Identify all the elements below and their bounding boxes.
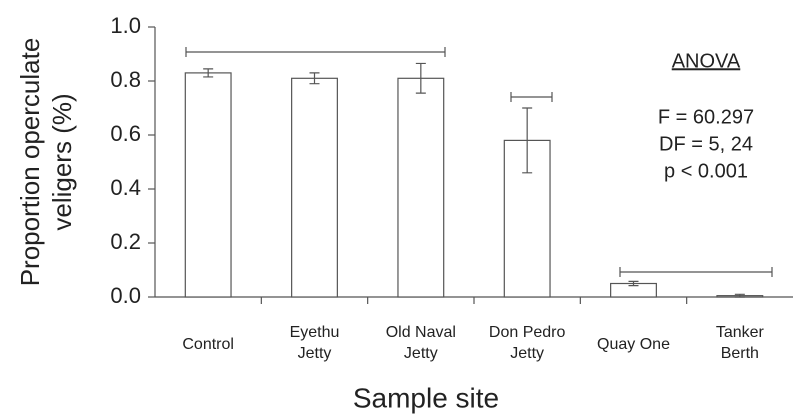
y-tick-label: 0.2	[110, 229, 141, 254]
y-tick-label: 0.8	[110, 67, 141, 92]
bracket	[619, 267, 773, 277]
x-tick-label: Old Naval	[386, 324, 456, 341]
bracket	[510, 92, 553, 102]
x-tick-label: Tanker	[716, 324, 765, 341]
anova-line: DF = 5, 24	[659, 133, 753, 155]
error-bar	[415, 62, 426, 94]
y-axis-title: veligers (%)	[47, 93, 77, 230]
significance-brackets	[185, 47, 773, 277]
x-tick-label: Jetty	[404, 345, 438, 362]
bar	[397, 77, 445, 298]
y-tick-label: 0.4	[110, 175, 141, 200]
x-tick-label: Quay One	[597, 336, 670, 353]
bracket	[185, 47, 446, 57]
x-tick-label: Jetty	[298, 345, 332, 362]
y-tick-label: 0.6	[110, 121, 141, 146]
bar	[184, 72, 232, 298]
anova-line: p < 0.001	[664, 160, 748, 182]
y-tick-label: 1.0	[110, 13, 141, 38]
x-axis-title: Sample site	[353, 382, 499, 413]
x-tick-label: Eyethu	[290, 324, 340, 341]
anova-line: F = 60.297	[658, 106, 754, 128]
error-bar	[309, 72, 320, 85]
x-tick-label: Don Pedro	[489, 324, 566, 341]
x-tick-label: Control	[182, 336, 234, 353]
y-tick-label: 0.0	[110, 283, 141, 308]
x-tick-label: Jetty	[510, 345, 544, 362]
y-axis-title: Proportion operculate	[15, 38, 45, 287]
anova-heading: ANOVA	[672, 50, 741, 72]
error-bar	[628, 280, 639, 287]
error-bar	[734, 293, 745, 298]
bar	[291, 77, 338, 298]
x-tick-label: Berth	[721, 345, 759, 362]
error-bar	[203, 68, 214, 78]
error-bar	[522, 107, 533, 174]
